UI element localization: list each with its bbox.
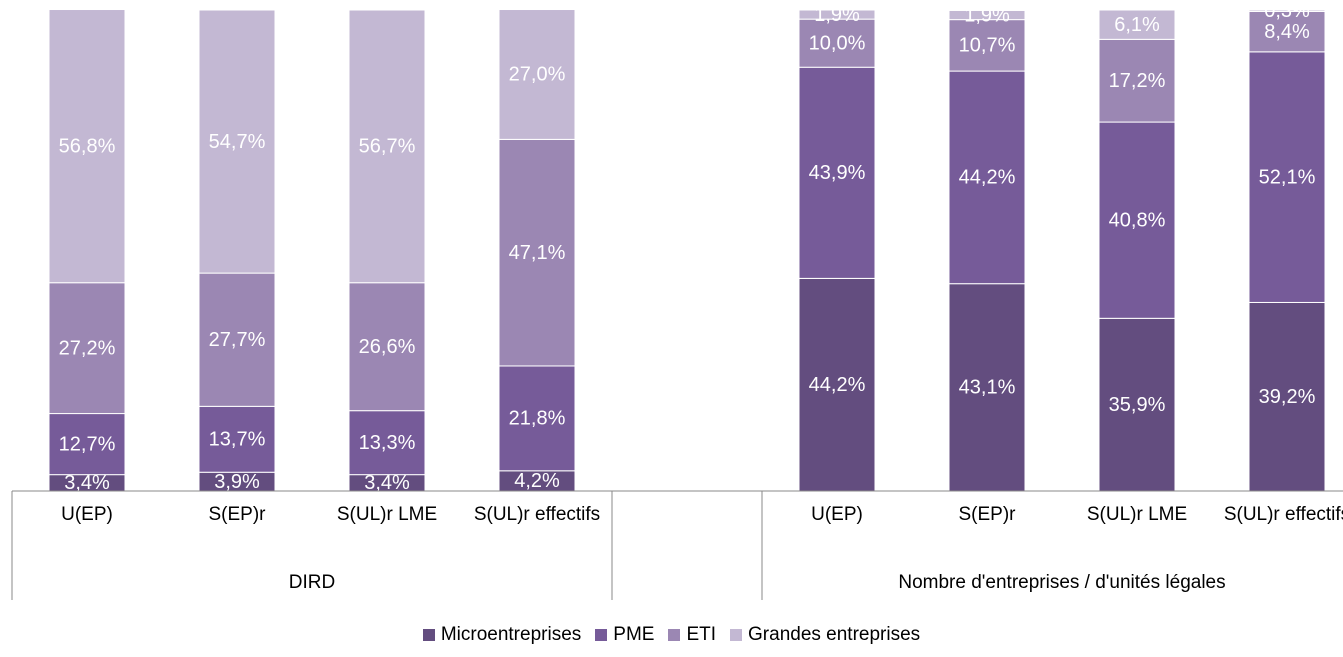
value-label: 56,7% xyxy=(359,136,416,158)
value-label: 27,7% xyxy=(209,329,266,351)
value-label: 0,3% xyxy=(1264,0,1310,22)
bar-segment xyxy=(48,9,126,284)
legend-item: PME xyxy=(595,624,654,646)
value-label: 10,0% xyxy=(809,32,866,54)
value-label: 56,8% xyxy=(59,135,116,157)
legend-item: Microentreprises xyxy=(422,624,582,646)
value-label: 6,1% xyxy=(1114,14,1160,36)
x-tick-label: U(EP) xyxy=(811,504,863,525)
bar-segment xyxy=(948,70,1026,285)
legend-label: Grandes entreprises xyxy=(748,624,921,645)
bar-segment xyxy=(1248,301,1326,492)
value-label: 21,8% xyxy=(509,408,566,430)
x-tick-label: S(EP)r xyxy=(208,504,266,525)
bar-segment xyxy=(798,9,876,20)
value-label: 27,0% xyxy=(509,64,566,86)
bar-segment xyxy=(1098,121,1176,319)
legend: Microentreprises PME ETI Grandes entreprise… xyxy=(0,624,1343,646)
value-label: 54,7% xyxy=(209,131,266,153)
x-tick-label: U(EP) xyxy=(61,504,113,525)
bar-segment xyxy=(498,9,576,140)
value-label: 44,2% xyxy=(809,374,866,396)
value-label: 27,2% xyxy=(59,337,116,359)
value-label: 3,4% xyxy=(364,472,410,494)
bar-segment xyxy=(1098,38,1176,123)
bar-segment xyxy=(48,413,126,476)
bar-segment xyxy=(498,138,576,367)
value-label: 43,1% xyxy=(959,377,1016,399)
value-label: 3,9% xyxy=(214,471,260,493)
value-label: 17,2% xyxy=(1109,70,1166,92)
group-label: DIRD xyxy=(288,572,336,593)
value-label: 40,8% xyxy=(1109,209,1166,231)
value-label: 8,4% xyxy=(1264,21,1310,43)
bar-segment xyxy=(798,66,876,279)
legend-item: ETI xyxy=(668,624,716,646)
legend-label: PME xyxy=(613,624,655,645)
x-tick-label: S(EP)r xyxy=(958,504,1016,525)
bar-segment xyxy=(948,19,1026,72)
bar-segment xyxy=(348,9,426,284)
bar-segment xyxy=(798,18,876,68)
bar-segment xyxy=(348,282,426,412)
legend-label: Microentreprises xyxy=(440,624,582,645)
bar-segment xyxy=(48,282,126,415)
value-label: 1,9% xyxy=(814,4,860,26)
bar-segment xyxy=(1248,51,1326,303)
legend-swatch xyxy=(422,629,435,641)
value-label: 3,4% xyxy=(64,472,110,494)
bar-segment xyxy=(1248,10,1326,53)
bar-segment xyxy=(948,283,1026,492)
x-tick-label: S(UL)r effectifs xyxy=(1223,504,1343,525)
value-label: 44,2% xyxy=(959,167,1016,189)
value-label: 13,3% xyxy=(359,432,416,454)
value-label: 12,7% xyxy=(59,433,116,455)
x-tick-label: S(UL)r LME xyxy=(336,504,438,525)
value-label: 4,2% xyxy=(514,470,560,492)
value-label: 10,7% xyxy=(959,35,1016,57)
legend-swatch xyxy=(595,629,608,641)
value-label: 47,1% xyxy=(509,242,566,264)
bar-segment xyxy=(348,410,426,476)
value-label: 52,1% xyxy=(1259,166,1316,188)
value-label: 1,9% xyxy=(964,4,1010,26)
x-tick-label: S(UL)r LME xyxy=(1086,504,1188,525)
legend-item: Grandes entreprises xyxy=(730,624,920,646)
value-label: 39,2% xyxy=(1259,386,1316,408)
bar-segment xyxy=(1248,9,1326,12)
bar-segment xyxy=(198,9,276,274)
bar-segment xyxy=(1098,317,1176,492)
bar-segment xyxy=(498,365,576,472)
bar-segment xyxy=(948,9,1026,21)
value-label: 43,9% xyxy=(809,162,866,184)
value-label: 35,9% xyxy=(1109,394,1166,416)
value-label: 26,6% xyxy=(359,336,416,358)
value-label: 13,7% xyxy=(209,429,266,451)
legend-swatch xyxy=(668,629,681,641)
x-tick-label: S(UL)r effectifs xyxy=(473,504,601,525)
legend-swatch xyxy=(730,629,743,641)
legend-label: ETI xyxy=(686,624,717,645)
group-label: Nombre d'entreprises / d'unités légales xyxy=(898,572,1226,593)
bar-segment xyxy=(1098,9,1176,40)
